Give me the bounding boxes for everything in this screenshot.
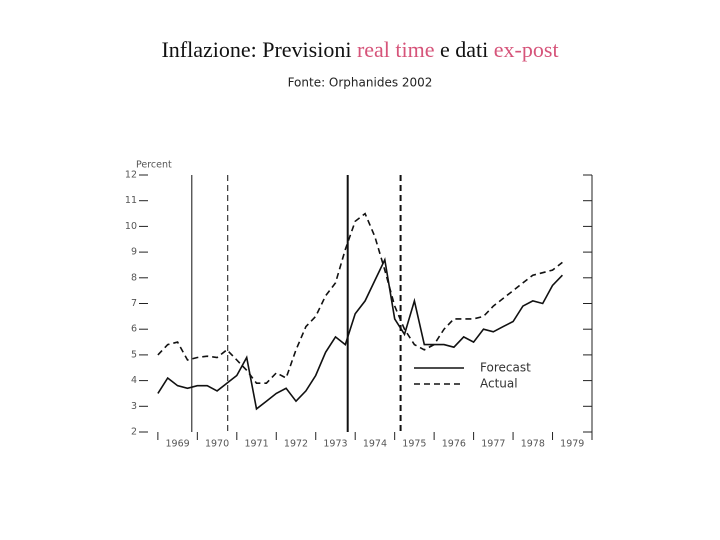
legend-label: Actual: [480, 377, 518, 391]
x-tick-label: 1969: [166, 439, 190, 450]
x-tick-label: 1973: [323, 439, 347, 450]
y-tick-label: 5: [131, 349, 137, 360]
legend-label: Forecast: [480, 361, 531, 375]
x-tick-label: 1979: [560, 439, 584, 450]
y-tick-label: 8: [131, 272, 137, 283]
y-axis-label: Percent: [136, 160, 172, 171]
series-line: [157, 257, 563, 411]
x-tick-label: 1974: [363, 439, 387, 450]
y-tick-label: 4: [131, 375, 137, 386]
y-tick-label: 12: [125, 170, 137, 181]
series-line: [157, 212, 563, 384]
x-tick-label: 1978: [521, 439, 545, 450]
x-tick-label: 1970: [205, 439, 229, 450]
title-part: real time: [357, 37, 435, 62]
slide-title: Inflazione: Previsioni real time e dati …: [161, 37, 558, 62]
y-tick-label: 2: [131, 427, 137, 438]
x-tick-label: 1972: [284, 439, 308, 450]
y-tick-label: 7: [131, 298, 137, 309]
x-tick-label: 1975: [402, 439, 426, 450]
title-part: Inflazione: Previsioni: [161, 37, 357, 62]
title-part: e dati: [435, 37, 494, 62]
y-tick-label: 10: [125, 221, 137, 232]
y-tick-label: 3: [131, 401, 137, 412]
x-tick-label: 1976: [442, 439, 466, 450]
x-tick-label: 1977: [481, 439, 505, 450]
y-tick-label: 11: [125, 195, 137, 206]
title-part: ex-post: [494, 37, 559, 62]
y-tick-label: 9: [131, 247, 137, 258]
subtitle: Fonte: Orphanides 2002: [288, 76, 433, 90]
y-tick-label: 6: [131, 324, 137, 335]
x-tick-label: 1971: [244, 439, 268, 450]
